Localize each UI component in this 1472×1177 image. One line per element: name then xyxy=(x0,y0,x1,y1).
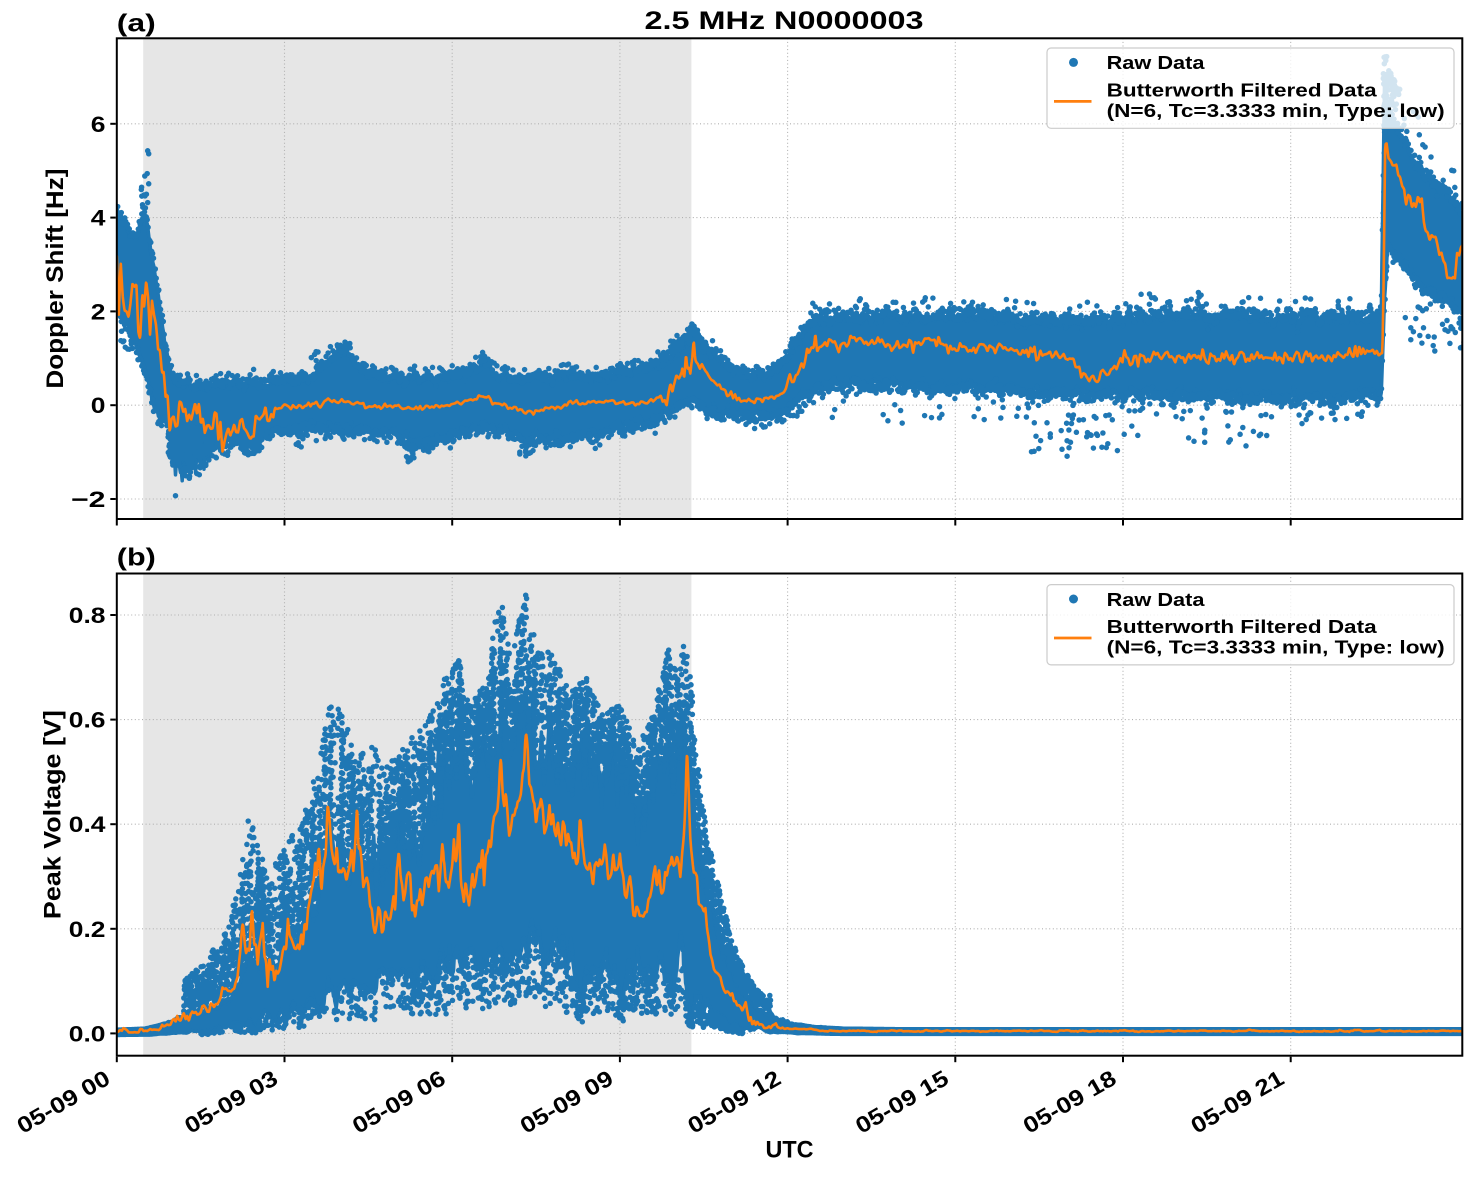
svg-text:0.8: 0.8 xyxy=(69,603,106,628)
svg-text:Doppler Shift [Hz]: Doppler Shift [Hz] xyxy=(42,169,69,389)
svg-text:2: 2 xyxy=(91,299,106,324)
svg-text:0.0: 0.0 xyxy=(69,1021,106,1046)
svg-text:(a): (a) xyxy=(117,10,156,38)
svg-text:Butterworth Filtered Data: Butterworth Filtered Data xyxy=(1107,617,1378,637)
svg-text:Raw Data: Raw Data xyxy=(1107,53,1206,73)
svg-text:(N=6, Tc=3.3333 min, Type: low: (N=6, Tc=3.3333 min, Type: low) xyxy=(1107,638,1445,658)
svg-text:(b): (b) xyxy=(117,544,156,572)
svg-text:−2: −2 xyxy=(71,487,106,512)
svg-text:4: 4 xyxy=(91,206,106,231)
svg-text:(N=6, Tc=3.3333 min, Type: low: (N=6, Tc=3.3333 min, Type: low) xyxy=(1107,101,1445,121)
svg-text:2.5 MHz N0000003: 2.5 MHz N0000003 xyxy=(645,7,924,35)
svg-text:Butterworth Filtered Data: Butterworth Filtered Data xyxy=(1107,80,1378,100)
svg-text:0.4: 0.4 xyxy=(69,812,106,837)
svg-text:UTC: UTC xyxy=(766,1137,814,1164)
svg-text:Peak Voltage [V]: Peak Voltage [V] xyxy=(40,710,67,919)
svg-text:0: 0 xyxy=(91,393,106,418)
svg-text:6: 6 xyxy=(91,112,106,137)
svg-text:Raw Data: Raw Data xyxy=(1107,590,1206,610)
svg-text:0.6: 0.6 xyxy=(69,708,106,733)
svg-text:0.2: 0.2 xyxy=(69,917,106,942)
